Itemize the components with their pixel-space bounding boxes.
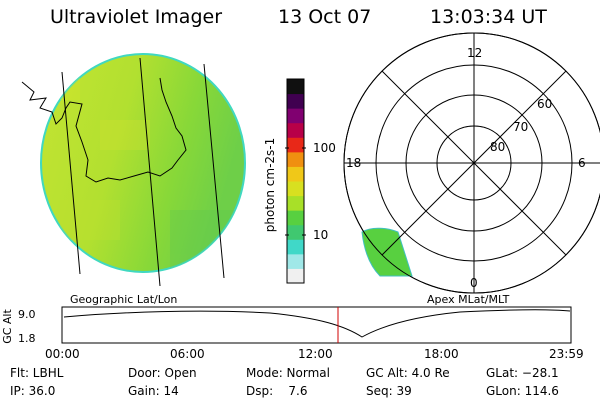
colorbar-swatch bbox=[287, 239, 304, 255]
info-flt: Flt: LBHL bbox=[10, 366, 64, 380]
colorbar-tick-100: 100 bbox=[313, 141, 336, 155]
info-mode: Mode: Normal bbox=[246, 366, 330, 380]
info-door: Door: Open bbox=[128, 366, 197, 380]
colorbar-swatch bbox=[287, 166, 304, 182]
colorbar-swatch bbox=[287, 93, 304, 109]
time-tick-0600: 06:00 bbox=[170, 347, 205, 361]
colorbar-frame bbox=[286, 78, 305, 284]
aurora-patch bbox=[361, 227, 413, 277]
info-ip: IP: 36.0 bbox=[10, 384, 56, 398]
alt-tick-1-8: 1.8 bbox=[18, 332, 36, 345]
time-tick-2359: 23:59 bbox=[549, 347, 584, 361]
info-dsp: Dsp: 7.6 bbox=[246, 384, 308, 398]
info-glat: GLat: −28.1 bbox=[486, 366, 559, 380]
mlt-label-0: 0 bbox=[470, 276, 478, 290]
colorbar-swatch bbox=[287, 195, 304, 211]
colorbar-tick-10: 10 bbox=[313, 228, 329, 242]
geo-panel-label: Geographic Lat/Lon bbox=[70, 293, 178, 306]
lat-label-80: 80 bbox=[490, 140, 506, 154]
colorbar-swatch bbox=[287, 181, 304, 197]
colorbar-swatch bbox=[287, 268, 304, 284]
altitude-curve bbox=[63, 309, 571, 338]
colorbar-swatch bbox=[287, 210, 304, 226]
lat-label-60: 60 bbox=[537, 97, 553, 111]
mlt-label-12: 12 bbox=[467, 46, 483, 60]
colorbar-swatch bbox=[287, 253, 304, 269]
colorbar-swatch bbox=[287, 108, 304, 124]
apex-panel-label: Apex MLat/MLT bbox=[427, 293, 510, 306]
alt-ylabel: GC Alt bbox=[0, 309, 14, 344]
colorbar bbox=[286, 78, 305, 284]
observation-time: 13:03:34 UT bbox=[430, 6, 547, 28]
info-gain: Gain: 14 bbox=[128, 384, 179, 398]
info-seq: Seq: 39 bbox=[366, 384, 412, 398]
info-glon: GLon: 114.6 bbox=[486, 384, 559, 398]
alt-tick-9: 9.0 bbox=[18, 308, 36, 321]
coastline bbox=[21, 77, 187, 183]
time-tick-1800: 18:00 bbox=[424, 347, 459, 361]
instrument-title: Ultraviolet Imager bbox=[50, 6, 223, 28]
colorbar-swatch bbox=[287, 79, 304, 95]
colorbar-swatch bbox=[287, 122, 304, 138]
lat-label-70: 70 bbox=[513, 120, 529, 134]
longitude-line bbox=[139, 57, 161, 287]
info-gc-alt: GC Alt: 4.0 Re bbox=[366, 366, 450, 380]
mlt-label-18: 18 bbox=[346, 156, 362, 170]
colorbar-swatch bbox=[287, 137, 304, 153]
colorbar-swatch bbox=[287, 224, 304, 240]
colorbar-swatch bbox=[287, 151, 304, 167]
mlt-label-6: 6 bbox=[578, 156, 586, 170]
geographic-image bbox=[21, 53, 246, 287]
longitude-line bbox=[203, 63, 225, 279]
time-tick-1200: 12:00 bbox=[298, 347, 333, 361]
longitude-line bbox=[61, 71, 81, 275]
observation-date: 13 Oct 07 bbox=[278, 6, 372, 28]
apex-polar-plot bbox=[343, 32, 600, 294]
time-tick-0000: 00:00 bbox=[45, 347, 80, 361]
